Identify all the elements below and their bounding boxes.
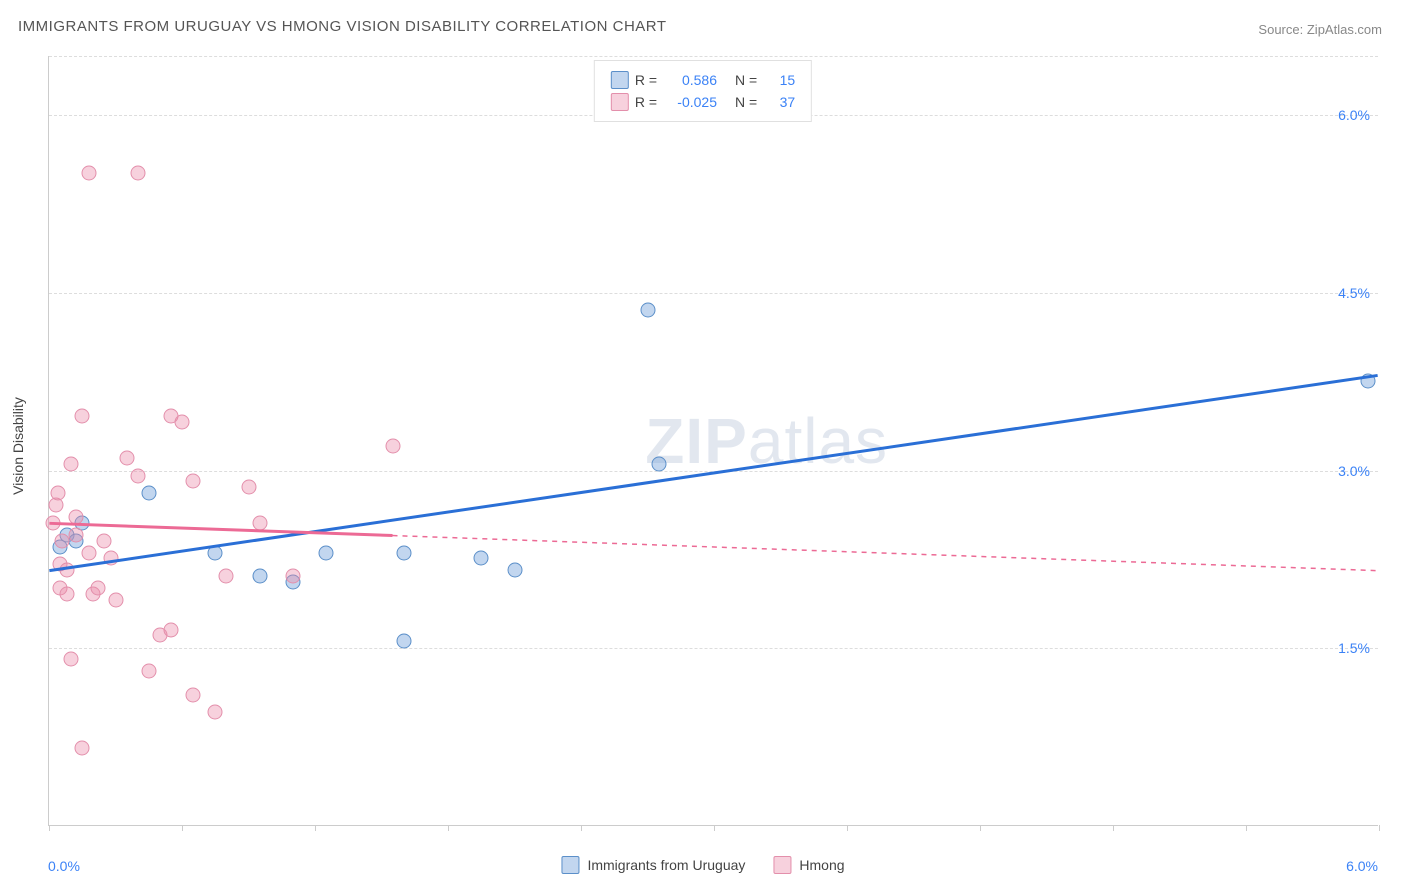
legend-n-label: N = [735,94,757,110]
x-tick [315,825,316,831]
trend-lines-layer [49,56,1378,825]
scatter-point [130,468,145,483]
scatter-point [285,569,300,584]
legend-item-label: Hmong [799,857,844,873]
x-tick [49,825,50,831]
scatter-point [141,664,156,679]
watermark: ZIPatlas [645,404,888,478]
scatter-point [186,687,201,702]
legend-r-value: 0.586 [667,72,717,88]
y-axis-label: Vision Disability [10,397,26,495]
scatter-point [97,533,112,548]
legend-n-value: 37 [767,94,795,110]
legend-swatch [611,93,629,111]
chart-title: IMMIGRANTS FROM URUGUAY VS HMONG VISION … [18,18,667,35]
x-tick [1246,825,1247,831]
x-tick [1379,825,1380,831]
scatter-point [175,415,190,430]
x-tick [980,825,981,831]
scatter-point [396,634,411,649]
y-tick-label: 6.0% [1338,107,1370,123]
gridline [49,293,1378,294]
scatter-point [141,486,156,501]
scatter-point [68,527,83,542]
scatter-point [507,563,522,578]
scatter-point [385,438,400,453]
legend-row: R = 0.586 N = 15 [611,69,795,91]
scatter-point [68,510,83,525]
x-tick [581,825,582,831]
scatter-point [252,515,267,530]
trend-line-solid [49,375,1377,570]
scatter-point [208,545,223,560]
scatter-point [252,569,267,584]
legend-n-value: 15 [767,72,795,88]
scatter-point [241,480,256,495]
legend-r-value: -0.025 [667,94,717,110]
scatter-point [319,545,334,560]
scatter-point [208,705,223,720]
y-tick-label: 4.5% [1338,285,1370,301]
gridline [49,648,1378,649]
scatter-point [64,652,79,667]
gridline [49,471,1378,472]
scatter-point [75,741,90,756]
scatter-point [64,456,79,471]
y-tick-label: 3.0% [1338,463,1370,479]
scatter-point [46,515,61,530]
x-tick [1113,825,1114,831]
legend-r-label: R = [635,94,657,110]
source-label: Source: [1258,22,1303,37]
y-tick-label: 1.5% [1338,640,1370,656]
x-tick [714,825,715,831]
source-attribution: Source: ZipAtlas.com [1258,22,1382,37]
scatter-point [90,581,105,596]
correlation-legend: R = 0.586 N = 15 R = -0.025 N = 37 [594,60,812,122]
scatter-point [640,302,655,317]
x-axis-min-label: 0.0% [48,858,80,874]
x-tick [182,825,183,831]
watermark-atlas: atlas [748,405,888,477]
scatter-point [130,166,145,181]
source-value: ZipAtlas.com [1307,22,1382,37]
legend-swatch [773,856,791,874]
scatter-point [651,456,666,471]
legend-swatch [561,856,579,874]
scatter-point [59,587,74,602]
scatter-point [219,569,234,584]
legend-item: Hmong [773,856,844,874]
scatter-point [59,563,74,578]
scatter-point [104,551,119,566]
scatter-point [163,622,178,637]
x-axis-max-label: 6.0% [1346,858,1378,874]
gridline [49,56,1378,57]
plot-area: ZIPatlas 1.5% 3.0% 4.5% 6.0% [48,56,1378,826]
legend-row: R = -0.025 N = 37 [611,91,795,113]
scatter-point [75,409,90,424]
scatter-point [1360,373,1375,388]
legend-item-label: Immigrants from Uruguay [587,857,745,873]
legend-swatch [611,71,629,89]
scatter-point [186,474,201,489]
scatter-point [81,545,96,560]
scatter-point [474,551,489,566]
trend-line-dashed [393,536,1378,571]
scatter-point [119,450,134,465]
series-legend: Immigrants from Uruguay Hmong [561,856,844,874]
legend-n-label: N = [735,72,757,88]
x-tick [448,825,449,831]
scatter-point [396,545,411,560]
legend-r-label: R = [635,72,657,88]
scatter-point [50,486,65,501]
x-tick [847,825,848,831]
legend-item: Immigrants from Uruguay [561,856,745,874]
scatter-point [108,592,123,607]
scatter-point [81,166,96,181]
